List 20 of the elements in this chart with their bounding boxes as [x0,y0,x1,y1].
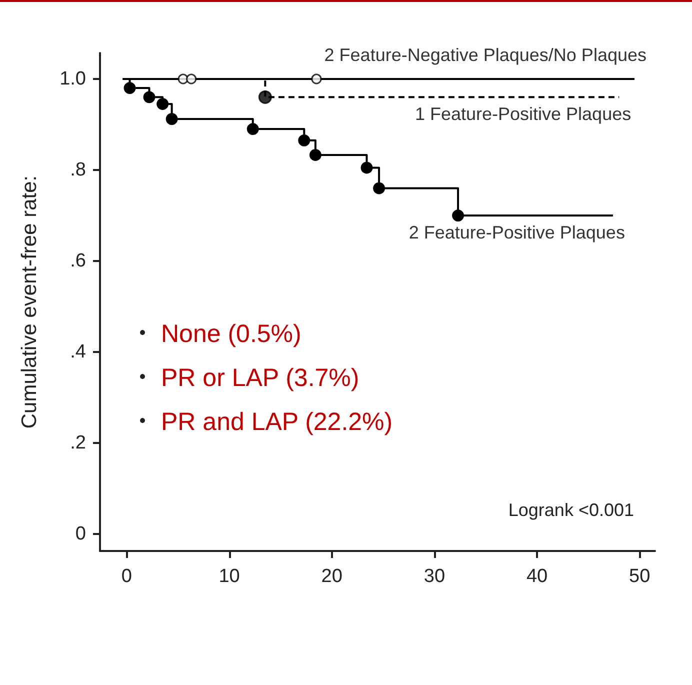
y-axis-title: Cumulative event-free rate: [18,175,41,429]
y-tick-label: 1.0 [60,68,86,90]
annotation: Logrank <0.001 [508,500,634,521]
annotation: PR and LAP (22.2%) [160,407,393,438]
annotation: None (0.5%) [160,319,302,350]
x-tick-label: 10 [218,566,240,587]
y-tick-label: .2 [70,432,86,454]
x-tick-label: 50 [629,566,650,587]
y-tick-label: .6 [70,250,86,272]
y-tick-label: .4 [70,342,86,363]
x-tick-label: 40 [526,566,548,587]
x-tick-label: 0 [121,566,132,587]
x-tick-label: 30 [424,566,446,587]
x-tick-label: 20 [321,566,342,587]
annotation: PR or LAP (3.7%) [160,363,360,394]
y-tick-label: .8 [70,159,86,180]
series-label: 2 Feature-Positive Plaques [408,222,625,243]
series-label: 1 Feature-Positive Plaques [414,104,632,124]
series-label: 2 Feature-Negative Plaques/No Plaques [324,44,646,65]
y-tick-label: 0 [75,524,86,545]
